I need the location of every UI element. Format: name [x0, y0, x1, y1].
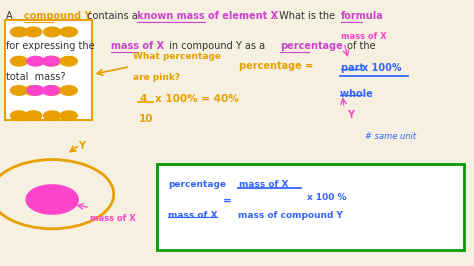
Text: What percentage: What percentage [133, 52, 221, 61]
Circle shape [44, 27, 61, 37]
Text: x 100 %: x 100 % [307, 193, 346, 202]
Circle shape [44, 86, 61, 95]
Text: mass of X: mass of X [90, 214, 136, 223]
Text: mass of X: mass of X [239, 180, 289, 189]
Text: Y: Y [78, 141, 85, 151]
Circle shape [25, 86, 42, 95]
Circle shape [42, 86, 59, 95]
Circle shape [10, 86, 27, 95]
Text: mass of compound Y: mass of compound Y [238, 211, 343, 221]
Text: percentage =: percentage = [239, 61, 314, 71]
FancyBboxPatch shape [5, 20, 92, 120]
Circle shape [60, 27, 77, 37]
Circle shape [60, 111, 77, 120]
Text: formula: formula [341, 11, 384, 21]
Circle shape [27, 86, 44, 95]
Circle shape [26, 185, 78, 214]
Text: compound Y: compound Y [24, 11, 91, 21]
Text: total  mass?: total mass? [6, 72, 65, 82]
Circle shape [44, 111, 61, 120]
Text: percentage: percentage [168, 180, 226, 189]
Text: percentage: percentage [280, 41, 342, 51]
Text: mass of X: mass of X [111, 41, 164, 51]
Text: # same unit: # same unit [365, 132, 416, 141]
Text: x 100%: x 100% [362, 63, 402, 73]
Text: known mass of element X: known mass of element X [137, 11, 279, 21]
Text: for expressing the: for expressing the [6, 41, 98, 51]
Text: mass of X: mass of X [168, 211, 218, 221]
Circle shape [10, 56, 27, 66]
Text: . What is the: . What is the [273, 11, 338, 21]
Circle shape [25, 27, 42, 37]
Circle shape [10, 111, 27, 120]
Circle shape [42, 56, 59, 66]
Circle shape [60, 56, 77, 66]
Circle shape [10, 27, 27, 37]
Circle shape [44, 56, 61, 66]
Circle shape [25, 111, 42, 120]
Text: 10: 10 [138, 114, 153, 124]
FancyBboxPatch shape [157, 164, 464, 250]
Text: in compound Y as a: in compound Y as a [166, 41, 268, 51]
Text: mass of X: mass of X [341, 32, 387, 41]
Text: of the: of the [344, 41, 375, 51]
Text: contains a: contains a [84, 11, 141, 21]
Text: whole: whole [340, 89, 376, 99]
Text: A: A [6, 11, 16, 21]
Circle shape [60, 86, 77, 95]
Text: part: part [341, 63, 368, 73]
Text: 4: 4 [140, 94, 147, 105]
Circle shape [27, 56, 44, 66]
Text: are pink?: are pink? [133, 73, 180, 82]
Text: x 100% = 40%: x 100% = 40% [155, 94, 239, 105]
Text: Y: Y [347, 110, 355, 120]
Text: =: = [223, 196, 231, 206]
